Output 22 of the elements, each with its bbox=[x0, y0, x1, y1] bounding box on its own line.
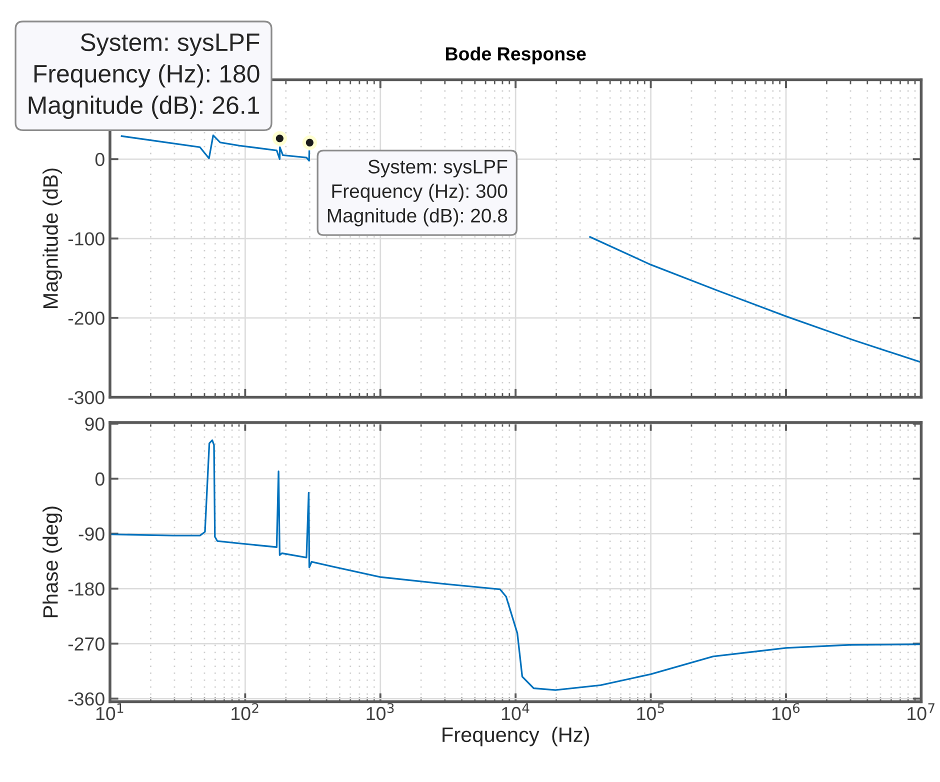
x-tick-label: 10$^{2}$ bbox=[232, 703, 258, 720]
y-tick-label: -180 bbox=[68, 582, 104, 596]
y-tick-label: -200 bbox=[68, 312, 104, 325]
x-tick-label: 10$^{5}$ bbox=[637, 703, 664, 720]
x-tick-label: 10$^{7}$ bbox=[908, 703, 934, 720]
y-tick-label: 0 bbox=[95, 472, 104, 486]
y-axis-title: Phase (deg) bbox=[42, 506, 62, 618]
y-tick-label: -300 bbox=[68, 390, 104, 404]
x-axis-title: Frequency (Hz) bbox=[442, 726, 589, 746]
x-tick-label: 10$^{6}$ bbox=[772, 703, 800, 720]
y-tick-label: -90 bbox=[78, 527, 104, 541]
annotation: System: sysLPF Frequency (Hz): 180 Magnitude (dB): 26.1 bbox=[28, 33, 260, 119]
chart-title: Bode Response bbox=[446, 46, 586, 64]
x-tick-label: 10$^{4}$ bbox=[502, 703, 530, 720]
y-tick-label: 90 bbox=[85, 417, 104, 431]
y-tick-label: 0 bbox=[95, 152, 104, 166]
y-tick-label: -360 bbox=[68, 692, 104, 706]
annotation: System: sysLPF Frequency (Hz): 300 Magnitude (dB): 20.8 bbox=[328, 160, 508, 226]
y-axis-title: Magnitude (dB) bbox=[42, 168, 62, 308]
y-tick-label: -270 bbox=[68, 637, 104, 651]
x-tick-label: 10$^{3}$ bbox=[366, 703, 394, 720]
y-tick-label: -100 bbox=[68, 232, 104, 246]
